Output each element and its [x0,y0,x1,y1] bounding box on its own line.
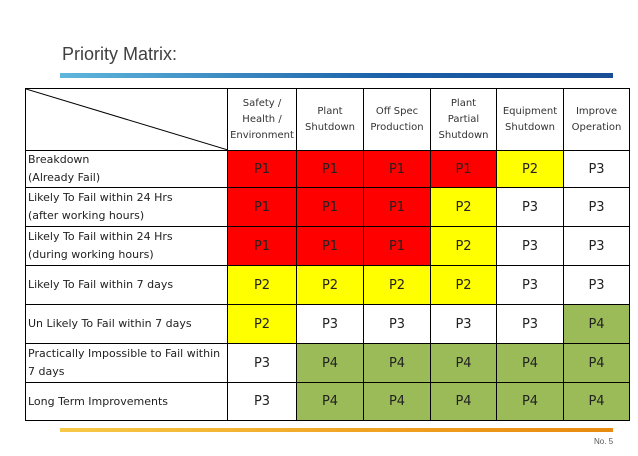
priority-cell: P1 [363,150,431,188]
priority-cell: P2 [430,226,497,266]
row-header-line: Practically Impossible to Fail within [28,347,221,360]
priority-cell: P4 [430,343,497,383]
priority-cell: P3 [430,304,497,344]
row-header-line: 7 days [28,365,65,378]
priority-cell: P4 [430,382,497,421]
corner-cell [25,88,228,151]
column-header-line: Plant [317,105,343,117]
row-header-line: Un Likely To Fail within 7 days [28,317,192,330]
priority-cell: P3 [227,343,297,383]
priority-cell: P1 [227,150,297,188]
column-header-line: Off Spec [375,105,419,117]
priority-cell: P1 [430,150,497,188]
matrix-row: Likely To Fail within 24 Hrs (during work… [25,226,630,266]
priority-cell: P3 [296,304,364,344]
row-header-line: Likely To Fail within 24 Hrs [28,191,173,204]
row-header-line: Likely To Fail within 7 days [28,278,174,291]
column-header-line: Safety / [242,97,282,109]
row-header-line: Breakdown [28,153,90,166]
column-header-line: Equipment [502,105,558,117]
priority-cell: P2 [430,187,497,227]
priority-cell: P4 [363,343,431,383]
priority-cell: P3 [563,187,630,227]
priority-matrix-table: Safety / Health / Environment Plant Shutdow… [25,88,630,421]
header-row: Safety / Health / Environment Plant Shutdow… [25,88,630,151]
priority-cell: P4 [563,343,630,383]
priority-cell: P3 [227,382,297,421]
column-header-line: Production [370,121,424,133]
column-header-line: Health / [242,113,282,125]
row-header-line: (during working hours) [28,248,154,261]
row-header: Practically Impossible to Fail within 7 d… [25,343,228,383]
priority-cell: P1 [296,150,364,188]
priority-cell: P2 [227,265,297,305]
priority-cell: P1 [227,187,297,227]
column-header-line: Plant [450,97,477,109]
priority-cell: P3 [563,150,630,188]
row-header: Un Likely To Fail within 7 days [25,304,228,344]
matrix-row: Likely To Fail within 24 Hrs (after worki… [25,187,630,227]
row-header: Long Term Improvements [25,382,228,421]
priority-cell: P4 [296,382,364,421]
priority-cell: P2 [363,265,431,305]
column-header-off-spec: Off Spec Production [363,88,431,151]
priority-cell: P1 [363,187,431,227]
column-header-line: Partial [447,113,480,125]
priority-cell: P3 [496,226,564,266]
priority-cell: P2 [296,265,364,305]
priority-cell: P2 [430,265,497,305]
priority-cell: P1 [296,187,364,227]
row-header-line: (Already Fail) [28,171,101,184]
priority-cell: P4 [496,382,564,421]
priority-cell: P4 [296,343,364,383]
page-title: Priority Matrix: [62,44,178,64]
column-header-line: Operation [571,121,622,133]
column-header-line: Environment [230,129,294,141]
priority-cell: P4 [363,382,431,421]
row-header: Likely To Fail within 24 Hrs (after worki… [25,187,228,227]
column-header-line: Improve [575,105,618,117]
column-header-equipment-shutdown: Equipment Shutdown [496,88,564,151]
priority-cell: P4 [496,343,564,383]
priority-cell: P3 [496,187,564,227]
priority-cell: P2 [227,304,297,344]
priority-cell: P1 [363,226,431,266]
column-header-plant-shutdown: Plant Shutdown [296,88,364,151]
matrix-row: Un Likely To Fail within 7 days P2 P3 P3 P3 P… [25,304,630,344]
row-header-line: (after working hours) [28,209,145,222]
priority-cell: P3 [363,304,431,344]
priority-cell: P3 [563,265,630,305]
priority-cell: P1 [227,226,297,266]
priority-cell: P3 [496,265,564,305]
column-header-line: Shutdown [505,121,555,133]
priority-cell: P1 [296,226,364,266]
matrix-row: Likely To Fail within 7 days P2 P2 P2 P2 P3 P3 [25,265,630,305]
row-header: Likely To Fail within 7 days [25,265,228,305]
row-header-line: Likely To Fail within 24 Hrs [28,230,173,243]
row-header: Likely To Fail within 24 Hrs (during work… [25,226,228,266]
title-underline [60,73,613,78]
priority-cell: P4 [563,382,630,421]
priority-cell: P3 [496,304,564,344]
column-header-line: Shutdown [305,121,355,133]
priority-cell: P2 [496,150,564,188]
row-header-line: Long Term Improvements [28,394,169,408]
column-header-line: Shutdown [438,129,489,141]
column-header-partial-shutdown: Plant Partial Shutdown [430,88,497,151]
row-header: Breakdown (Already Fail) [25,150,228,188]
matrix-row: Breakdown (Already Fail) P1 P1 P1 P1 P2 P3 [25,150,630,188]
page-number: No. 5 [594,437,614,446]
matrix-row: Practically Impossible to Fail within 7 d… [25,343,630,383]
column-header-improve-operation: Improve Operation [563,88,630,151]
priority-cell: P3 [563,226,630,266]
priority-cell: P4 [563,304,630,344]
diagonal-line [26,89,228,150]
matrix-row: Long Term Improvements P3 P4 P4 P4 P4 P4 [25,382,630,421]
footer-bar [60,428,613,432]
column-header-safety: Safety / Health / Environment [227,88,297,151]
